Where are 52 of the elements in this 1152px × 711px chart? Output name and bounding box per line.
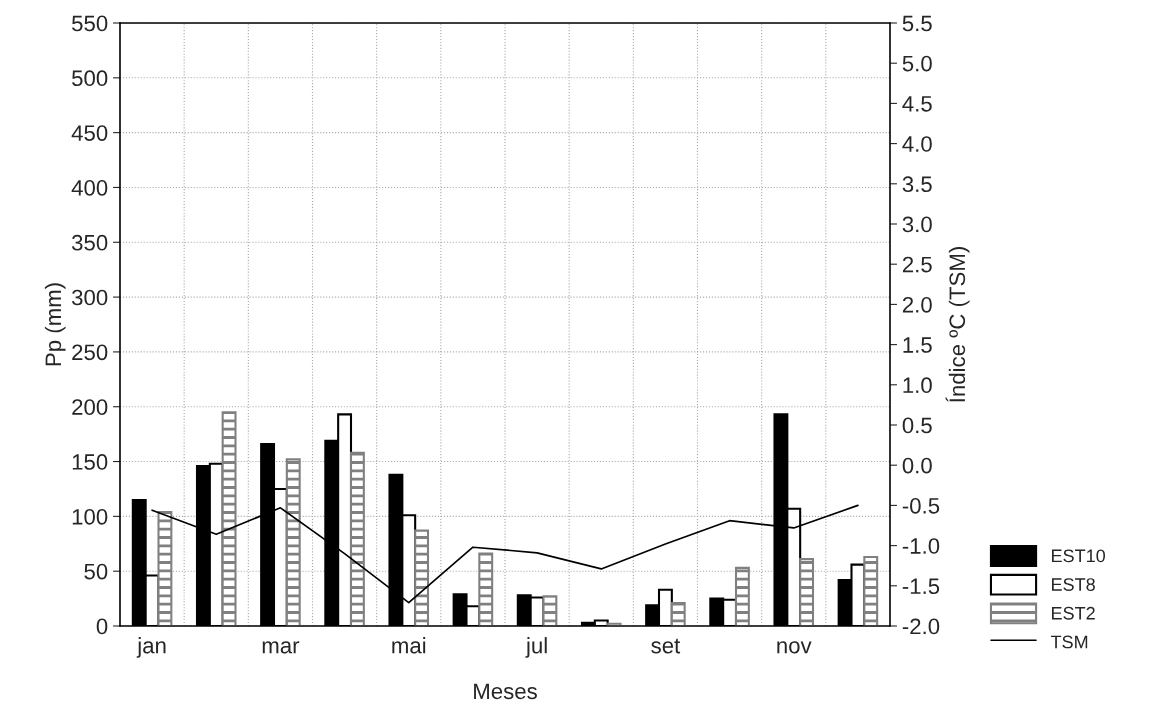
bar xyxy=(221,411,237,626)
x-tick-label: jul xyxy=(525,637,547,658)
y-tick-label: 450 xyxy=(71,125,108,141)
y-tick-label: 350 xyxy=(71,234,108,251)
y-tick-label: 300 xyxy=(71,289,108,306)
bar xyxy=(414,529,430,626)
bar xyxy=(542,595,558,626)
y2-axis-title: Índice ºC (TSM) xyxy=(945,247,970,402)
y2-tick-label: -1.0 xyxy=(902,538,940,554)
bar xyxy=(799,558,815,626)
y-axis-title: Pp (mm) xyxy=(44,283,66,366)
x-tick-label: mai xyxy=(392,637,426,654)
y2-tick-label: 5.5 xyxy=(902,15,932,32)
y2-tick-label: -0.5 xyxy=(902,497,940,514)
y2-tick-label: 2.0 xyxy=(902,296,932,313)
y2-tick-label: 5.0 xyxy=(902,55,932,72)
y2-tick-label: 0.5 xyxy=(902,417,932,434)
y2-tick-label: 3.5 xyxy=(902,176,932,193)
y-tick-label: 400 xyxy=(71,179,108,196)
bar xyxy=(349,451,365,626)
x-tick-label: jan xyxy=(136,637,166,658)
legend-label: EST10 xyxy=(1052,549,1106,563)
y2-tick-label: 4.0 xyxy=(902,136,932,152)
legend-label: EST8 xyxy=(1052,578,1095,591)
bar xyxy=(670,601,686,626)
y-tick-label: 550 xyxy=(72,15,108,32)
bar xyxy=(863,555,879,626)
y-tick-label: 0 xyxy=(96,618,108,635)
y2-tick-label: 2.5 xyxy=(902,256,932,273)
legend-label: TSM xyxy=(1050,635,1088,649)
x-tick-label: set xyxy=(651,638,681,654)
y-tick-label: 250 xyxy=(72,344,108,361)
y2-tick-label: 3.0 xyxy=(902,216,932,233)
x-tick-label: mar xyxy=(262,641,300,654)
y-tick-label: 150 xyxy=(72,454,108,470)
y2-tick-label: 0.0 xyxy=(902,457,932,474)
bar xyxy=(157,510,173,626)
bar xyxy=(285,458,301,626)
legend-label: EST2 xyxy=(1052,606,1095,620)
y2-tick-label: 4.5 xyxy=(902,96,932,112)
bar xyxy=(478,552,494,626)
y2-tick-label: -2.0 xyxy=(902,618,940,635)
y-tick-label: 500 xyxy=(72,70,108,87)
x-tick-label: nov xyxy=(777,641,812,654)
bar xyxy=(734,566,750,626)
y2-tick-label: 1.5 xyxy=(903,337,932,353)
y-tick-label: 200 xyxy=(72,399,108,415)
x-axis-title: Meses xyxy=(474,683,537,700)
y-tick-label: 50 xyxy=(84,563,108,580)
y-tick-label: 100 xyxy=(72,508,108,525)
y2-tick-label: 1.0 xyxy=(903,377,932,394)
y2-tick-label: -1.5 xyxy=(902,578,940,595)
